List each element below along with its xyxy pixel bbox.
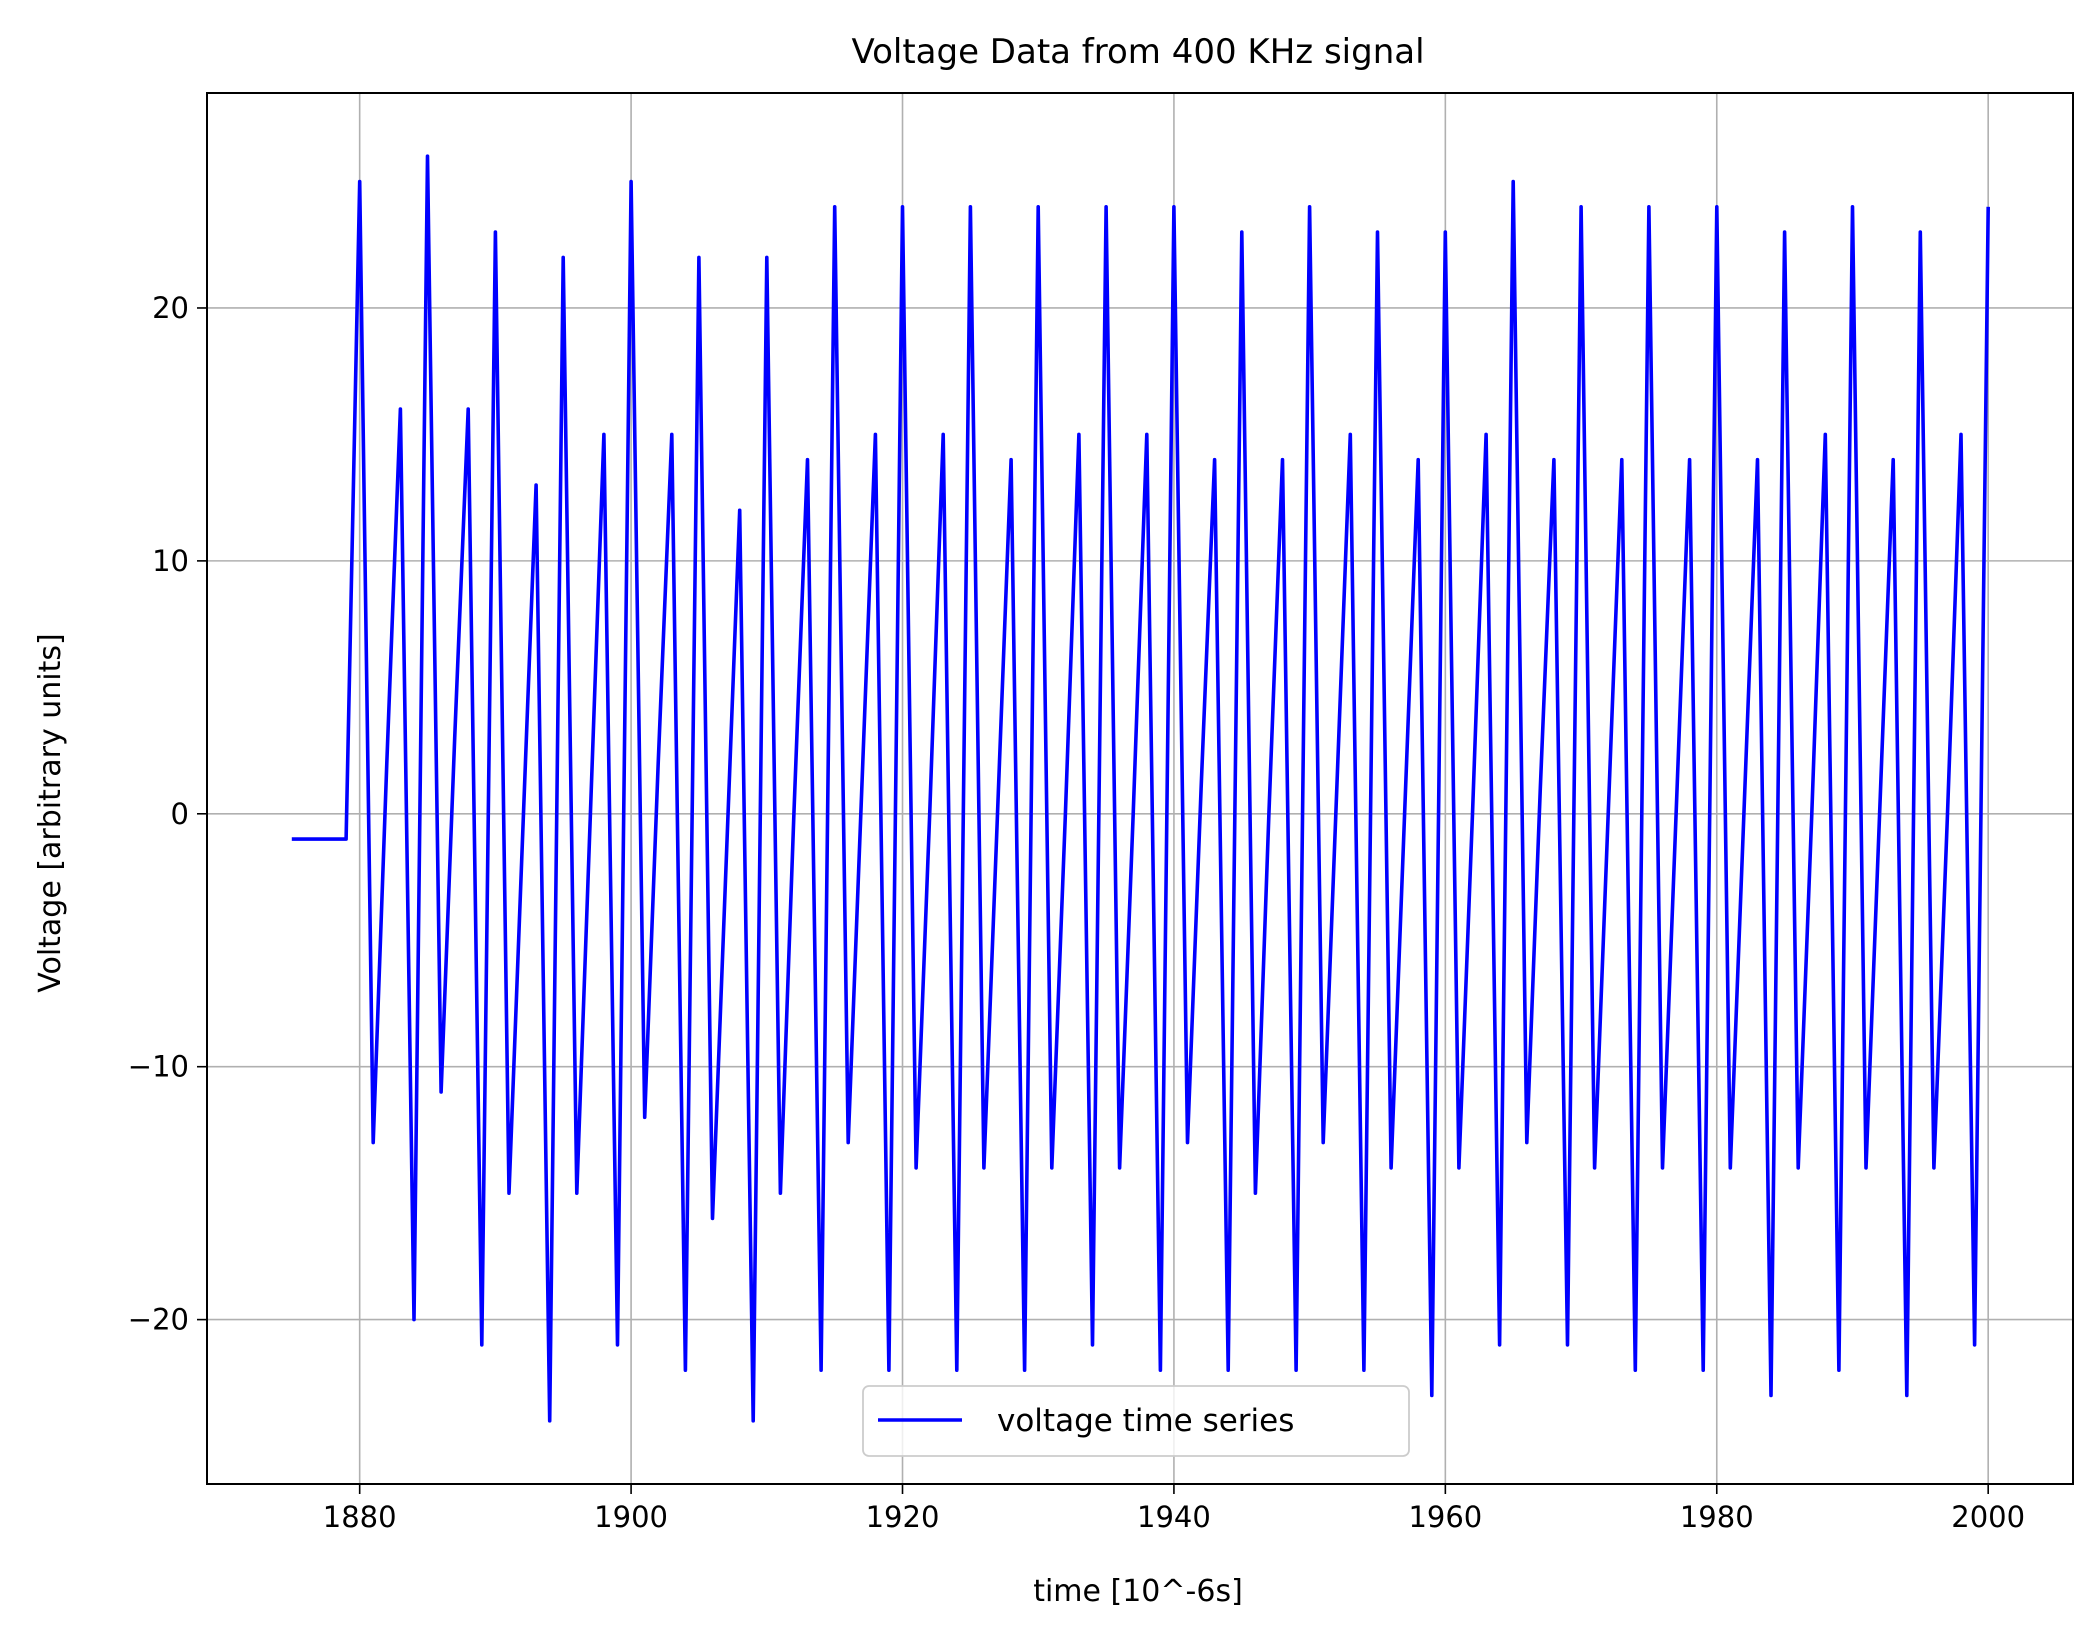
x-tick-label: 1920	[866, 1500, 940, 1534]
series-line-voltage	[291, 154, 1990, 1423]
plot-frame	[206, 92, 2074, 1485]
y-axis-label: Voltage [arbitrary units]	[33, 633, 68, 992]
series-layer	[291, 154, 1990, 1423]
y-tick-label: 20	[152, 291, 189, 325]
x-tick-label: 1960	[1408, 1500, 1482, 1534]
x-tick-label: 1980	[1680, 1500, 1754, 1534]
y-tick-label: −20	[128, 1303, 189, 1337]
x-tick-label: 1900	[594, 1500, 668, 1534]
chart-title: Voltage Data from 400 KHz signal	[851, 32, 1424, 72]
y-tick-label: −10	[128, 1050, 189, 1084]
legend: voltage time series	[862, 1385, 1410, 1457]
axis-ticks: 1880 1900 1920 1940 1960 1980 2000 −20 −10 0 10 20	[128, 291, 2025, 1534]
x-axis-label: time [10^-6s]	[1033, 1574, 1243, 1609]
legend-label: voltage time series	[997, 1403, 1294, 1439]
legend-box	[862, 1385, 1410, 1457]
x-tick-label: 1880	[323, 1500, 397, 1534]
x-tick-label: 1940	[1137, 1500, 1211, 1534]
y-tick-label: 10	[152, 544, 189, 578]
x-tick-label: 2000	[1951, 1500, 2025, 1534]
y-tick-label: 0	[171, 797, 189, 831]
